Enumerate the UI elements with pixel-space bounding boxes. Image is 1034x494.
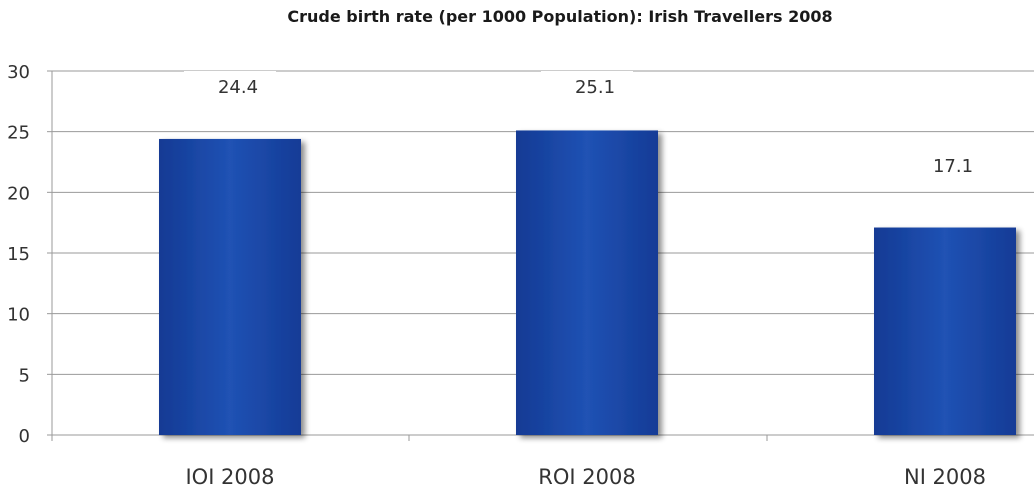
y-tick-label: 15 — [7, 244, 30, 265]
x-axis-categories: IOI 2008 ROI 2008 NI 2008 — [185, 465, 986, 489]
data-label: 25.1 — [575, 77, 615, 98]
y-tick-label: 5 — [19, 365, 30, 386]
y-axis-ticks: 0 5 10 15 20 25 30 — [7, 62, 30, 447]
y-tick-label: 30 — [7, 62, 30, 83]
x-category-label: NI 2008 — [904, 465, 986, 489]
bar — [516, 130, 658, 435]
chart-title: Crude birth rate (per 1000 Population): … — [287, 7, 832, 26]
data-label-background — [184, 71, 276, 101]
data-labels: 24.4 25.1 17.1 — [184, 71, 991, 180]
data-label: 24.4 — [218, 77, 258, 98]
bar — [159, 138, 301, 436]
bar — [874, 227, 1016, 435]
data-label: 17.1 — [933, 156, 973, 177]
y-tick-label: 10 — [7, 305, 30, 326]
data-label-background — [899, 150, 991, 180]
bars — [159, 130, 1016, 436]
y-tick-label: 0 — [19, 426, 30, 447]
data-label-background — [541, 71, 633, 101]
y-tick-label: 25 — [7, 123, 30, 144]
x-category-label: ROI 2008 — [538, 465, 635, 489]
y-tick-label: 20 — [7, 183, 30, 204]
x-category-label: IOI 2008 — [185, 465, 274, 489]
